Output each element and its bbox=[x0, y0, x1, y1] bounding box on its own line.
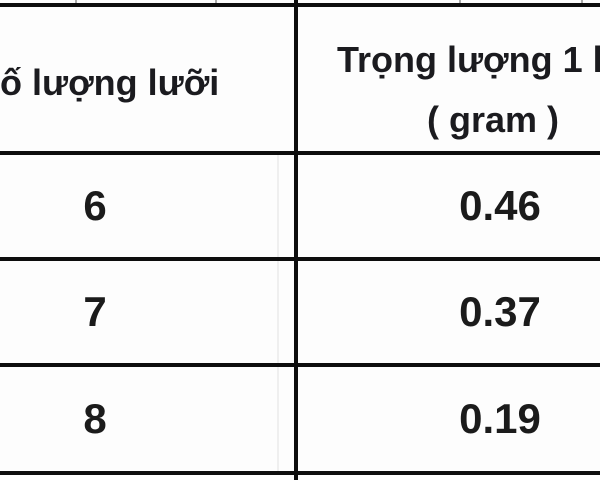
column-divider bbox=[294, 0, 298, 480]
column-header-weight-unit: ( gram ) bbox=[426, 99, 560, 140]
row-divider-2 bbox=[0, 363, 600, 367]
column-header-weight-line1: Trọng lượng 1 lư bbox=[337, 39, 600, 80]
cell-weight-row3: 0.19 bbox=[459, 395, 541, 442]
cell-blade-count-row1: 6 bbox=[83, 182, 107, 229]
cell-weight-row1: 0.46 bbox=[459, 182, 541, 229]
cell-blade-count-row2: 7 bbox=[83, 288, 107, 335]
row-divider-1 bbox=[0, 257, 600, 261]
gridline-remnant-4 bbox=[581, 0, 583, 3]
cell-blade-count-row3: 8 bbox=[83, 395, 107, 442]
cell-weight-row2: 0.37 bbox=[459, 288, 541, 335]
header-bottom-border bbox=[0, 151, 600, 155]
gridline-remnant-2 bbox=[215, 0, 217, 3]
column-header-blade-count: ố lượng lưỡi bbox=[0, 62, 220, 103]
table-top-border bbox=[0, 3, 600, 7]
faint-gridline bbox=[277, 155, 279, 471]
gridline-remnant-1 bbox=[75, 0, 77, 3]
row-divider-3 bbox=[0, 471, 600, 475]
gridline-remnant-3 bbox=[459, 0, 461, 3]
